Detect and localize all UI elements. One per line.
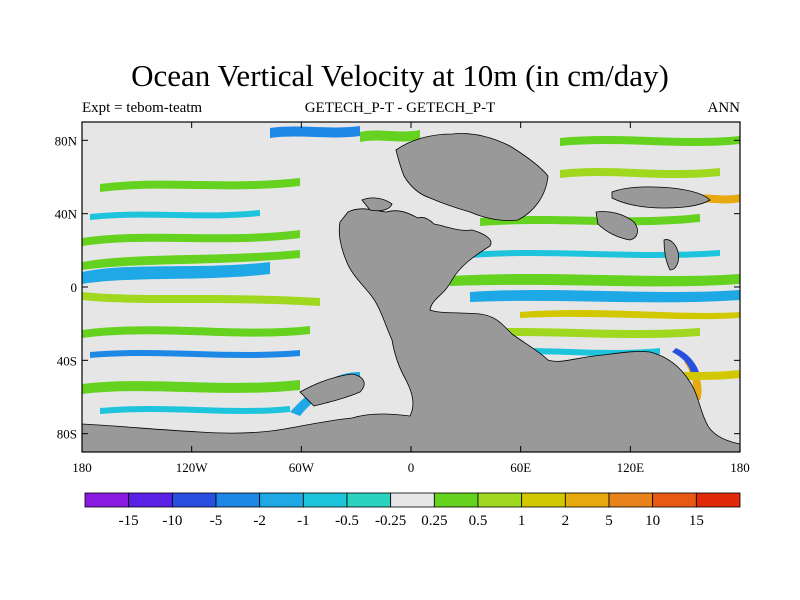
colorbar-label: 1 [518, 513, 526, 529]
colorbar-label: 10 [645, 513, 660, 529]
colorbar-swatch [171, 492, 217, 508]
colorbar-label: 15 [689, 513, 704, 529]
colorbar-swatch [259, 492, 304, 508]
contour-band-green-70n-east [560, 136, 740, 146]
colorbar-swatch [390, 492, 435, 508]
colorbar-swatch [215, 492, 261, 508]
colorbar-label: -15 [119, 513, 139, 529]
colorbar: -15 -10 -5 -2 -1 -0.5 -0.25 0.25 0.5 1 2 5 10 15 [84, 492, 741, 529]
contour-band-cyan-20n-east [470, 250, 720, 258]
land-pangea-main [82, 208, 740, 452]
contour-band-blue-40s-west [90, 350, 300, 358]
colorbar-swatch [695, 492, 741, 508]
land-masses [82, 133, 740, 452]
colorbar-swatch [346, 492, 392, 508]
contour-band-green-50s-west [82, 380, 300, 394]
land-east-small [663, 239, 679, 271]
contour-band-green-60n-east [560, 168, 720, 178]
contour-band-blue-east-boundary [672, 348, 700, 376]
colorbar-swatch [564, 492, 610, 508]
colorbar-label: -5 [210, 513, 223, 529]
y-tick-label: 40S [57, 353, 77, 368]
land-east-island-north [611, 186, 711, 209]
colorbar-label: -1 [297, 513, 310, 529]
colorbar-swatch [433, 492, 479, 508]
colorbar-label: -2 [253, 513, 266, 529]
contour-band-blue-arctic [270, 126, 360, 138]
experiment-label: Expt = tebom-teatm [82, 100, 203, 116]
x-tick-label: 180 [730, 460, 750, 475]
contour-band-cyan-60s-west [100, 406, 290, 414]
contour-band-green-40n-east [480, 214, 700, 226]
contour-band-cyan-40n-west [90, 210, 260, 220]
contour-band-green-south-equator-west [82, 292, 320, 306]
contour-band-green-30s-west [82, 326, 310, 338]
x-tick-label: 120W [176, 460, 209, 475]
colorbar-label: 5 [605, 513, 613, 529]
axis-ticks: 180 120W 60W 0 60E 120E 180 80N 40N 0 40S 80S [55, 122, 750, 475]
colorbar-label: 0.5 [469, 513, 488, 529]
colorbar-label: -0.5 [335, 513, 359, 529]
y-tick-label: 80N [55, 133, 78, 148]
velocity-field [82, 126, 740, 438]
x-tick-label: 0 [408, 460, 415, 475]
x-tick-label: 120E [617, 460, 645, 475]
contour-band-orange-east-boundary [684, 360, 702, 400]
contour-band-green-20s-east [460, 328, 700, 338]
contour-band-blue-equator-east [470, 290, 740, 303]
x-tick-label: 180 [72, 460, 92, 475]
land-southern-peninsula [299, 373, 365, 407]
x-tick-label: 60E [510, 460, 531, 475]
contour-band-green-30n-west [82, 230, 300, 246]
contour-band-green-arctic [360, 130, 420, 142]
land-north-continent [395, 133, 549, 221]
y-tick-label: 0 [71, 280, 78, 295]
colorbar-label: -10 [162, 513, 182, 529]
colorbar-swatch [521, 492, 566, 508]
y-tick-label: 80S [57, 427, 77, 442]
colorbar-swatch [128, 492, 173, 508]
colorbar-label: -0.25 [375, 513, 406, 529]
x-tick-label: 60W [289, 460, 315, 475]
contour-band-blue-equator-west [82, 262, 270, 284]
land-east-island-middle [595, 211, 638, 241]
colorbar-swatch [608, 492, 654, 508]
contour-band-green-equator-west [82, 250, 300, 270]
map-title: Ocean Vertical Velocity at 10m (in cm/da… [131, 58, 669, 93]
colorbar-swatch [652, 492, 697, 508]
colorbar-swatch [302, 492, 348, 508]
y-tick-label: 40N [55, 207, 78, 222]
colorbar-swatch [477, 492, 523, 508]
contour-band-green-equator-east [450, 274, 740, 287]
land-west-fragment [361, 197, 393, 212]
colorbar-label: 0.25 [421, 513, 447, 529]
colorbar-swatch [84, 492, 130, 508]
dataset-label: GETECH_P-T - GETECH_P-T [304, 100, 496, 116]
contour-band-yellow-equator-east [520, 310, 740, 320]
contour-band-green-60n-west [100, 178, 300, 192]
season-label: ANN [707, 100, 741, 116]
colorbar-label: 2 [562, 513, 570, 529]
